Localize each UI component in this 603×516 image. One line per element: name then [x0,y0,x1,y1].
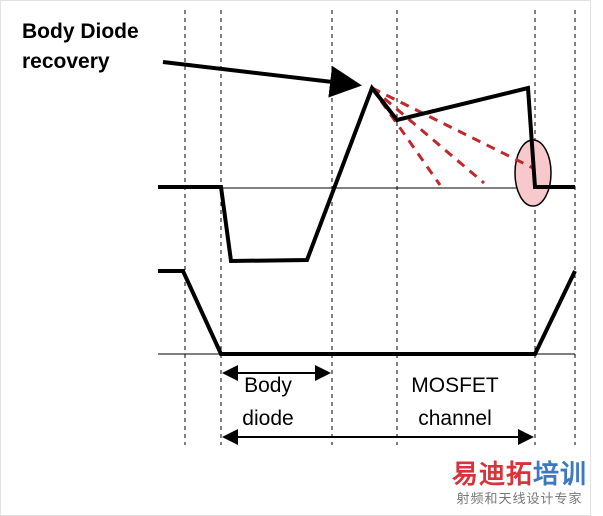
annotation-label: Body Diode recovery [22,17,139,77]
recovery-dash-line [371,86,485,185]
watermark-part1: 易迪拓 [452,459,534,489]
recovery-dash-line [371,86,534,170]
body-diode-label: Body diode [228,369,308,435]
time-markers [184,10,576,445]
mosfet-channel-line1: MOSFET [411,374,499,397]
body-diode-line2: diode [242,407,294,430]
watermark-logo: 易迪拓培训 射频和天线设计专家 [452,460,587,507]
body-diode-line1: Body [244,374,292,397]
watermark-subtitle: 射频和天线设计专家 [456,491,583,506]
bottom-waveform [158,269,577,356]
top-waveform [158,83,575,264]
annotation-line2: recovery [22,50,110,73]
mosfet-channel-line2: channel [418,407,492,430]
watermark-part2: 培训 [533,459,588,489]
annotation-arrow [162,60,362,98]
mosfet-channel-label: MOSFET channel [395,369,515,435]
annotation-line1: Body Diode [22,20,139,43]
recovery-dashes [370,86,534,186]
